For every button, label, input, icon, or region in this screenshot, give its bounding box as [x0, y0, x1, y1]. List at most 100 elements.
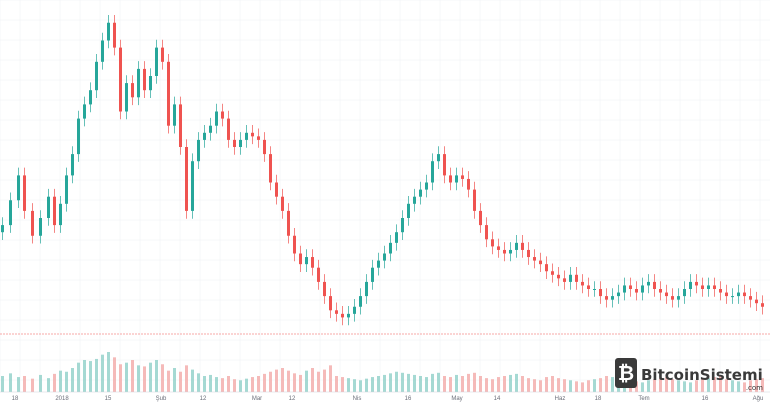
candle-body — [689, 281, 692, 289]
candle-body — [317, 267, 320, 282]
candle-body — [113, 22, 116, 48]
volume-bar — [299, 374, 302, 392]
volume-bar — [281, 368, 284, 392]
candle-body — [461, 175, 464, 179]
candle — [329, 288, 332, 319]
candle-body — [371, 267, 374, 282]
candle-body — [713, 285, 716, 289]
candle-body — [161, 47, 164, 62]
volume-bar — [689, 382, 692, 392]
candle — [551, 263, 554, 283]
volume-bars — [1, 352, 764, 392]
candle-body — [761, 303, 764, 307]
candle — [173, 96, 176, 134]
volume-bar — [551, 376, 554, 392]
candle — [263, 132, 266, 162]
volume-bar — [515, 373, 518, 392]
volume-bar — [39, 374, 42, 392]
brand-logo: ₿ BitcoinSistemi .com — [615, 358, 763, 392]
volume-bar — [737, 381, 740, 392]
candle — [593, 281, 596, 297]
volume-bar — [599, 378, 602, 392]
candle — [587, 277, 590, 297]
candle — [119, 39, 122, 120]
candle-body — [179, 104, 182, 147]
candle — [401, 210, 404, 241]
candle — [713, 277, 716, 297]
volume-bar — [581, 382, 584, 392]
candle — [449, 167, 452, 191]
candle-body — [149, 76, 152, 91]
volume-bar — [521, 376, 524, 392]
volume-bar — [611, 377, 614, 392]
volume-bar — [149, 362, 152, 392]
candle-body — [155, 47, 158, 76]
volume-bar — [425, 377, 428, 392]
x-tick-label: Ağu — [753, 396, 764, 402]
candle-body — [473, 189, 476, 211]
volume-bar — [233, 379, 236, 392]
candle-body — [71, 154, 74, 176]
volume-bar — [497, 377, 500, 392]
candle — [389, 235, 392, 262]
candle — [191, 153, 194, 219]
volume-bar — [545, 377, 548, 392]
candle — [737, 284, 740, 304]
candle — [407, 195, 410, 226]
candle-body — [383, 253, 386, 261]
volume-bar — [407, 373, 410, 392]
candle — [749, 288, 752, 308]
volume-bar — [509, 374, 512, 392]
volume-bar — [173, 368, 176, 392]
candle — [479, 203, 482, 233]
candle-body — [527, 249, 530, 258]
candle-body — [359, 296, 362, 307]
candle — [185, 139, 188, 219]
candle — [515, 235, 518, 258]
volume-bar — [677, 380, 680, 392]
candle — [125, 75, 128, 120]
candle-body — [617, 292, 620, 297]
candle-body — [353, 306, 356, 314]
volume-bar — [371, 377, 374, 392]
candle — [31, 203, 34, 244]
candle — [443, 146, 446, 184]
candle — [167, 53, 170, 134]
candle-body — [257, 136, 260, 140]
candle-body — [125, 83, 128, 112]
candle-body — [479, 210, 482, 226]
volume-bar — [113, 357, 116, 392]
volume-bar — [269, 371, 272, 392]
candle — [623, 277, 626, 301]
candle — [575, 266, 578, 290]
candle-body — [407, 203, 410, 218]
volume-bar — [95, 358, 98, 392]
candle-body — [545, 264, 548, 272]
candle — [233, 132, 236, 155]
candle — [485, 217, 488, 248]
candle-body — [737, 292, 740, 297]
volume-bar — [449, 377, 452, 392]
volume-bar — [293, 373, 296, 392]
volume-bar — [53, 373, 56, 392]
candle — [395, 224, 398, 251]
chart-grid — [0, 0, 770, 392]
candle — [521, 235, 524, 258]
x-tick-label: Nis — [353, 396, 362, 402]
candle-body — [227, 118, 230, 140]
volume-bar — [539, 380, 542, 392]
volume-bar — [587, 380, 590, 392]
candle-body — [569, 274, 572, 282]
volume-bar — [743, 382, 746, 392]
volume-bar — [203, 376, 206, 392]
candle-body — [167, 61, 170, 126]
candle-body — [89, 90, 92, 105]
x-tick-label: 15 — [105, 396, 112, 402]
x-tick-label: 18 — [595, 396, 602, 402]
candle — [419, 181, 422, 205]
candle — [617, 284, 620, 304]
candle — [281, 188, 284, 219]
candle — [611, 288, 614, 308]
candle-body — [137, 68, 140, 98]
candle-body — [401, 218, 404, 233]
